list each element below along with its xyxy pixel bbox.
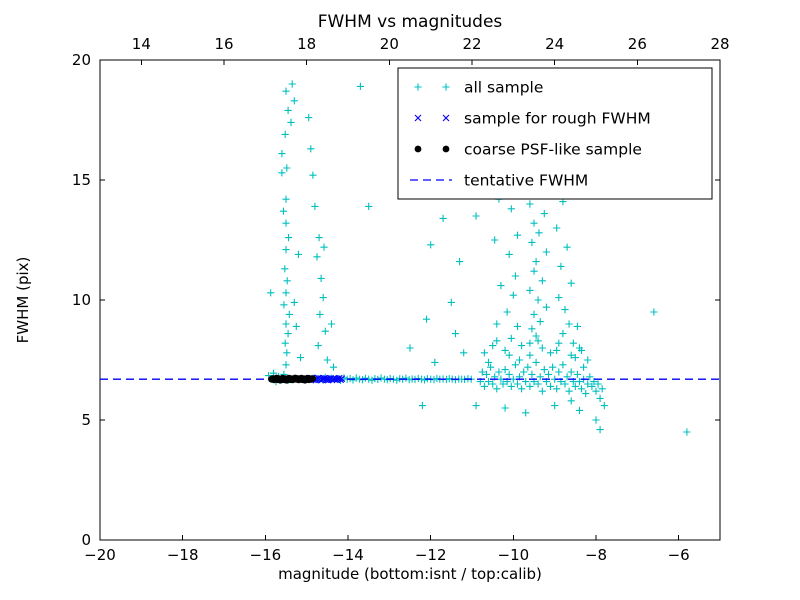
legend-dot-marker — [442, 145, 450, 153]
x-tick-label: −14 — [332, 546, 364, 564]
series-coarse-psf-like-sample — [268, 374, 316, 384]
legend-entry-label: all sample — [464, 79, 543, 97]
legend-entry-label: tentative FWHM — [464, 172, 588, 190]
legend-entry: tentative FWHM — [410, 172, 588, 190]
top-tick-label: 24 — [545, 35, 564, 53]
tick-marks — [99, 59, 721, 541]
y-tick-label: 0 — [81, 531, 91, 549]
axes: −20 −18 −16 −14 −12 −10 −8 −6 14 16 18 20 22 24 26 28 0 5… — [72, 35, 730, 564]
series-layer — [100, 68, 720, 436]
y-tick-label: 10 — [72, 291, 91, 309]
legend-dot-marker — [414, 145, 422, 153]
legend: all sample sample for rough FWHM coarse PS… — [397, 67, 713, 200]
top-tick-label: 22 — [462, 35, 481, 53]
legend-entry: coarse PSF-like sample — [414, 141, 642, 159]
legend-entry-label: coarse PSF-like sample — [464, 141, 642, 159]
scatter-point — [309, 375, 316, 382]
top-tick-label: 20 — [380, 35, 399, 53]
x-tick-label: −6 — [668, 546, 690, 564]
x-tick-label: −8 — [585, 546, 607, 564]
x-tick-label: −18 — [167, 546, 199, 564]
legend-entry: sample for rough FWHM — [414, 110, 651, 128]
y-tick-label: 15 — [72, 171, 91, 189]
legend-plus-marker — [414, 83, 450, 91]
x-tick-label: −12 — [415, 546, 447, 564]
top-tick-label: 28 — [710, 35, 729, 53]
top-tick-label: 26 — [628, 35, 647, 53]
y-tick-label: 20 — [72, 51, 91, 69]
top-tick-label: 14 — [132, 35, 151, 53]
legend-entry-label: sample for rough FWHM — [464, 110, 651, 128]
x-tick-label: −10 — [498, 546, 530, 564]
legend-x-marker — [414, 114, 450, 122]
legend-box — [397, 67, 713, 200]
y-tick-label: 5 — [81, 411, 91, 429]
y-axis-label: FWHM (pix) — [14, 257, 32, 344]
chart-title: FWHM vs magnitudes — [318, 12, 503, 32]
x-tick-label: −16 — [250, 546, 282, 564]
top-tick-label: 16 — [214, 35, 233, 53]
x-axis-label: magnitude (bottom:isnt / top:calib) — [278, 565, 542, 583]
top-tick-label: 18 — [297, 35, 316, 53]
legend-entry: all sample — [414, 79, 543, 97]
x-tick-label: −20 — [84, 546, 116, 564]
